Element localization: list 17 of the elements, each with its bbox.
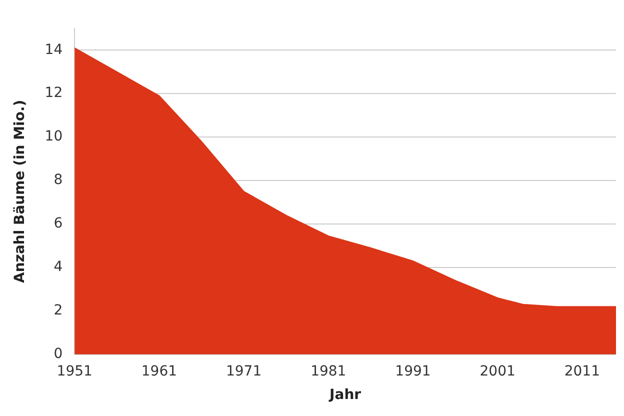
- x-tick-label: 1971: [226, 363, 262, 380]
- y-tick-label: 8: [54, 172, 63, 188]
- y-tick-label: 10: [44, 128, 63, 145]
- x-tick-label: 1951: [56, 363, 92, 380]
- x-tick-label: 1961: [141, 363, 178, 380]
- y-tick-label: 4: [54, 259, 63, 276]
- y-axis-title: Anzahl Bäume (in Mio.): [12, 100, 28, 283]
- y-tick-label: 14: [44, 42, 63, 58]
- y-tick-label: 12: [44, 85, 63, 102]
- y-tick-label: 2: [54, 302, 63, 319]
- x-tick-label: 2011: [564, 363, 600, 380]
- x-tick-label: 2001: [480, 363, 516, 380]
- x-tick-label: 1991: [395, 363, 431, 380]
- x-tick-label: 1981: [310, 363, 346, 380]
- x-axis-title: Jahr: [328, 387, 362, 404]
- y-tick-label: 6: [54, 216, 63, 232]
- y-tick-label: 0: [54, 346, 63, 362]
